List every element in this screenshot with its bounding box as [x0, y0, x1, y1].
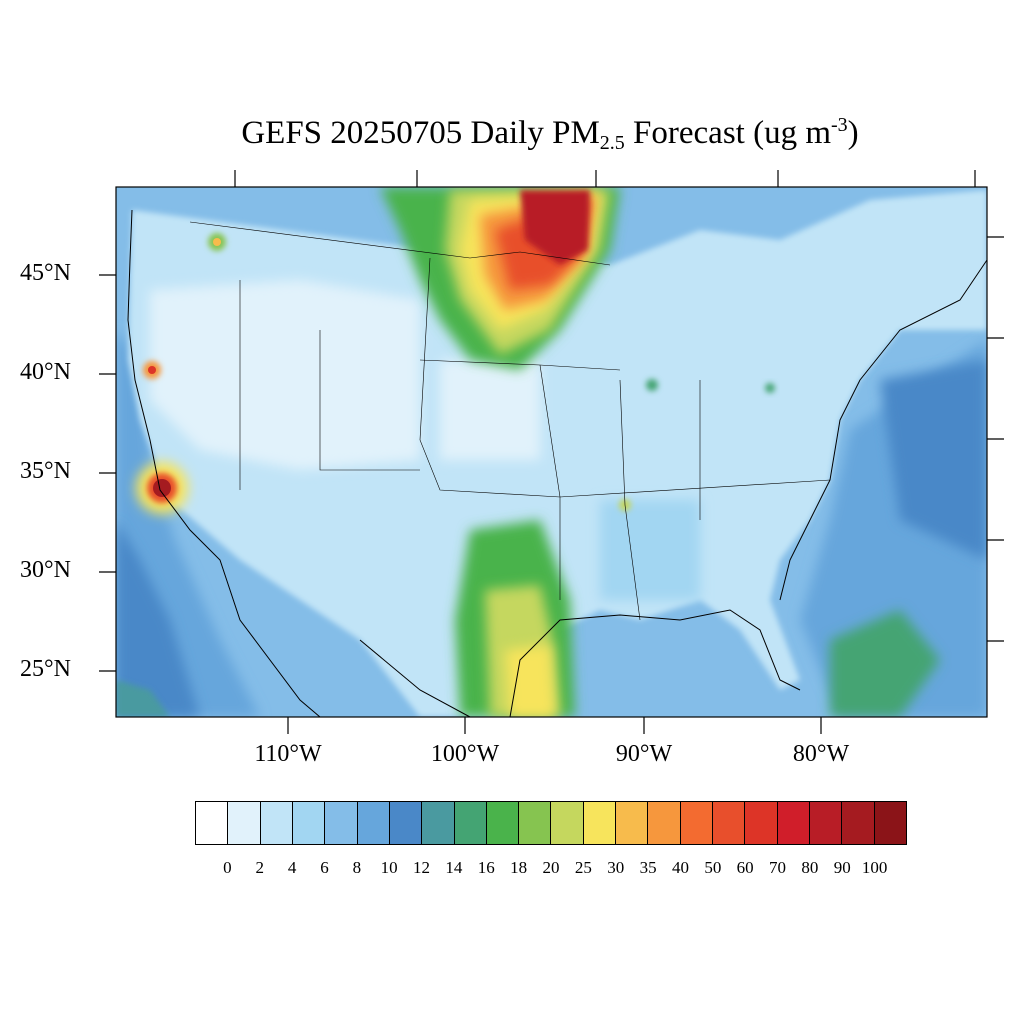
map-title: GEFS 20250705 Daily PM2.5 Forecast (ug m…: [241, 114, 859, 154]
colorbar-label: 14: [445, 858, 463, 877]
colorbar-box: [680, 802, 713, 844]
colorbar: [195, 801, 907, 845]
colorbar-label: 35: [639, 858, 657, 877]
colorbar-label: 12: [413, 858, 431, 877]
colorbar-label: 8: [352, 858, 362, 877]
lat-label-35: 35°N: [20, 458, 71, 484]
colorbar-label: 2: [255, 858, 264, 877]
colorbar-label: 70: [769, 858, 787, 877]
colorbar-box: [228, 802, 261, 844]
colorbar-label: 50: [704, 858, 722, 877]
map-frame: [115, 186, 988, 718]
colorbar-box: [616, 802, 649, 844]
colorbar-box: [842, 802, 875, 844]
lat-label-25: 25°N: [20, 656, 71, 682]
colorbar-box: [551, 802, 584, 844]
colorbar-box: [486, 802, 520, 844]
colorbar-box: [292, 802, 326, 844]
colorbar-label: 10: [380, 858, 398, 877]
colorbar-box: [777, 802, 810, 844]
colorbar-label: 40: [671, 858, 689, 877]
colorbar-label: 100: [861, 858, 888, 877]
colorbar-label: 90: [833, 858, 851, 877]
colorbar-box: [260, 802, 293, 844]
colorbar-label: 25: [574, 858, 592, 877]
colorbar-box: [519, 802, 552, 844]
colorbar-label: 16: [477, 858, 495, 877]
colorbar-box: [454, 802, 487, 844]
colorbar-box: [357, 802, 390, 844]
colorbar-label: 80: [801, 858, 819, 877]
colorbar-label: 60: [736, 858, 754, 877]
lon-label-80w: 80°W: [792, 741, 850, 767]
colorbar-label: 6: [320, 858, 329, 877]
colorbar-box: [325, 802, 358, 844]
colorbar-label: 30: [607, 858, 625, 877]
lon-label-90w: 90°W: [615, 741, 673, 767]
coastlines: [127, 209, 988, 718]
colorbar-box: [422, 802, 455, 844]
colorbar-label: 4: [287, 858, 297, 877]
colorbar-box: [648, 802, 681, 844]
colorbar-label: 20: [542, 858, 560, 877]
concentration-field: [116, 187, 987, 717]
colorbar-box: [874, 802, 906, 844]
colorbar-box: [389, 802, 423, 844]
colorbar-box: [583, 802, 617, 844]
colorbar-label: 0: [223, 858, 232, 877]
lat-label-45: 45°N: [20, 260, 71, 286]
tick-marks: [99, 170, 1004, 734]
lon-label-100w: 100°W: [430, 741, 500, 767]
lat-label-40: 40°N: [20, 359, 71, 385]
colorbar-box: [196, 802, 229, 844]
lon-label-110w: 110°W: [254, 741, 322, 767]
colorbar-box: [745, 802, 778, 844]
colorbar-box: [809, 802, 843, 844]
colorbar-label: 18: [510, 858, 528, 877]
lat-label-30: 30°N: [20, 557, 71, 583]
colorbar-box: [713, 802, 746, 844]
boundaries: [189, 221, 831, 621]
